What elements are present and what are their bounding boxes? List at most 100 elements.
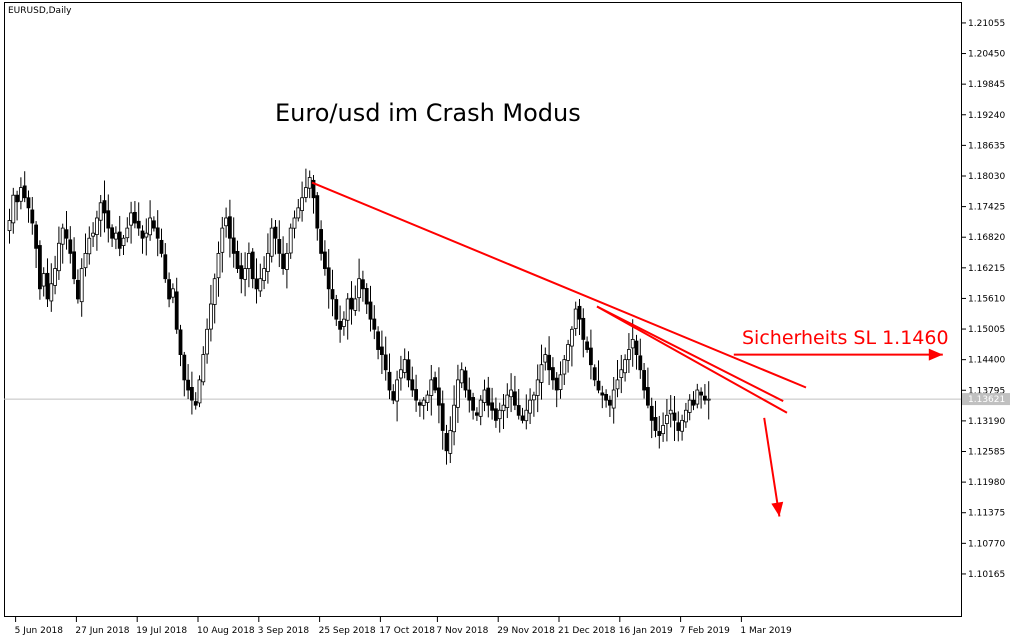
candle-body	[551, 367, 555, 381]
candle-body	[558, 374, 563, 390]
candle-body	[391, 391, 396, 401]
candle-body	[433, 377, 438, 391]
candle-body	[627, 349, 631, 361]
candle-body	[414, 389, 419, 401]
candle-body	[406, 359, 411, 381]
candle-body	[186, 379, 191, 391]
candle-body	[197, 379, 202, 404]
candle-body	[129, 212, 134, 226]
candle-body	[691, 399, 696, 406]
candle-body	[125, 227, 130, 239]
candle-body	[243, 268, 248, 280]
y-tick-label: 1.18030	[968, 172, 1005, 182]
y-tick-label: 1.19240	[968, 111, 1005, 121]
candle-body	[429, 379, 434, 396]
candle-body	[64, 229, 69, 239]
candle-body	[638, 355, 643, 371]
candle-body	[15, 194, 20, 203]
candle-body	[467, 389, 472, 401]
candle-body	[76, 279, 80, 300]
candle-body	[387, 371, 392, 391]
candle-body	[535, 379, 540, 396]
candle-body	[611, 389, 616, 409]
y-tick-label: 1.19845	[968, 80, 1005, 90]
candle-body	[212, 278, 217, 305]
chart-title: Euro/usd im Crash Modus	[275, 99, 581, 127]
candle-body	[699, 391, 703, 396]
candle-body	[201, 354, 206, 383]
candle-body	[490, 402, 495, 411]
x-tick-label: 21 Dec 2018	[558, 626, 616, 636]
current-price-marker	[962, 393, 1010, 406]
candle-body	[288, 227, 293, 254]
candle-body	[83, 253, 88, 269]
candle-body	[182, 354, 187, 381]
candle-body	[661, 425, 665, 435]
candle-body	[615, 379, 620, 390]
candle-body	[459, 369, 464, 384]
candle-body	[68, 239, 73, 254]
x-tick-label: 7 Feb 2019	[680, 626, 731, 636]
candle-body	[425, 394, 430, 403]
candle-body	[208, 303, 213, 330]
candle-body	[657, 431, 662, 436]
candle-body	[91, 232, 95, 237]
x-tick-label: 16 Jan 2019	[619, 626, 673, 636]
current-price-label: 1.13621	[968, 395, 1005, 405]
candle-body	[592, 367, 597, 381]
candle-body	[596, 380, 601, 391]
candle-body	[509, 389, 514, 398]
candle-body	[410, 379, 415, 391]
candle-body	[653, 417, 658, 431]
x-tick-label: 27 Jun 2018	[75, 626, 129, 636]
candle-body	[455, 379, 460, 408]
candle-body	[45, 272, 50, 300]
candle-body	[7, 220, 12, 232]
candle-body	[235, 251, 240, 269]
plot-frame	[4, 2, 962, 617]
candle-body	[284, 253, 289, 270]
x-tick-label: 3 Sep 2018	[258, 626, 310, 636]
y-tick-label: 1.20450	[968, 50, 1005, 60]
y-tick-label: 1.14400	[968, 356, 1005, 366]
x-tick-label: 5 Jun 2018	[15, 626, 64, 636]
candle-body	[151, 220, 156, 229]
y-tick-label: 1.11375	[968, 509, 1005, 519]
candle-body	[330, 289, 335, 300]
price-axis: 1.21055 1.20450 1.19845 1.19240 1.18635 1.180…	[961, 19, 1005, 580]
candle-body	[220, 227, 225, 253]
candle-body	[140, 230, 145, 239]
candle-body	[505, 394, 510, 408]
candle-body	[167, 279, 172, 300]
candle-body	[11, 194, 16, 224]
candle-body	[448, 430, 453, 454]
candle-body	[513, 391, 517, 406]
x-tick-label: 1 Mar 2019	[740, 626, 792, 636]
candle-body	[307, 177, 312, 189]
candle-body	[117, 231, 122, 249]
candle-body	[269, 227, 274, 257]
candle-body	[106, 210, 111, 229]
candle-body	[41, 273, 46, 287]
candle-body	[649, 405, 654, 421]
y-tick-label: 1.10770	[968, 539, 1005, 549]
candle-body	[440, 403, 445, 431]
y-tick-label: 1.17425	[968, 203, 1005, 213]
candle-body	[684, 409, 688, 423]
candle-body	[383, 354, 388, 371]
candle-body	[482, 389, 487, 403]
candle-body	[562, 359, 567, 375]
candle-body	[630, 339, 635, 349]
x-tick-label: 17 Oct 2018	[379, 626, 435, 636]
candle-body	[676, 422, 681, 431]
candle-body	[60, 227, 65, 245]
x-tick-label: 7 Nov 2018	[436, 626, 488, 636]
candle-body	[585, 341, 589, 350]
candle-body	[49, 283, 54, 302]
x-tick-label: 10 Aug 2018	[197, 626, 255, 636]
x-tick-label: 29 Nov 2018	[497, 626, 555, 636]
y-tick-label: 1.13190	[968, 417, 1005, 427]
candle-body	[170, 288, 175, 298]
candle-body	[311, 179, 316, 199]
